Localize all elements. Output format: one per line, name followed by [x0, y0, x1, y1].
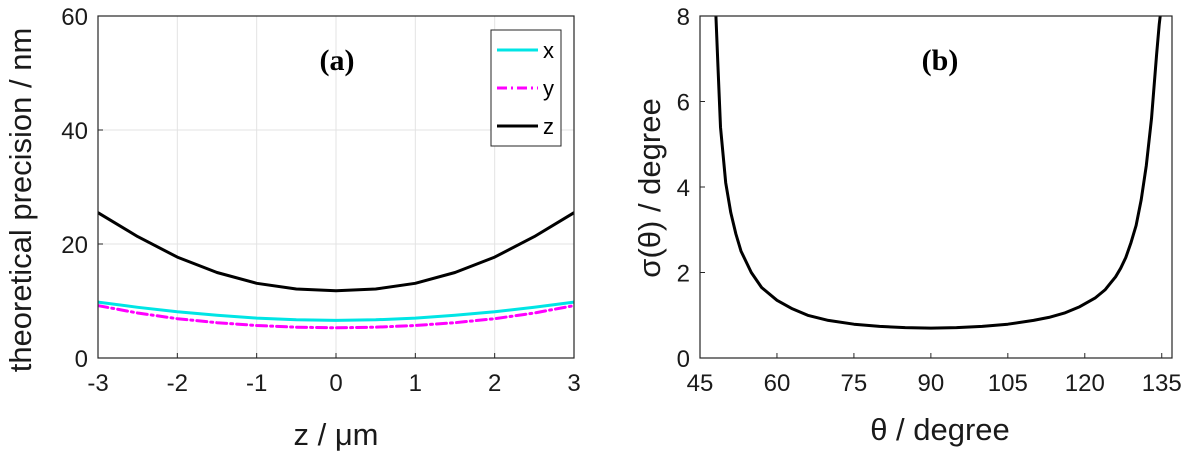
panel-b-x-axis-label: θ / degree	[870, 412, 1010, 447]
panel-b-label: (b)	[922, 44, 959, 77]
panel-a-x-axis-label: z / μm	[293, 417, 378, 452]
panel-a-y-axis-label: theoretical precision / nm	[3, 28, 38, 373]
panel-a-x-tick-label: 0	[329, 370, 342, 397]
panel-b-y-tick-label: 8	[677, 4, 690, 31]
panel-b-series	[714, 16, 1162, 330]
panel-b-y-tick-label: 0	[677, 346, 690, 373]
panel-b-ticks: 45 60 75 90 105 120 135 0 2 4 6 8	[677, 4, 1182, 397]
panel-a-x-tick-label: -3	[87, 370, 108, 397]
panel-a-y-tick-label: 40	[61, 118, 88, 145]
panel-a-y-tick-label: 20	[61, 232, 88, 259]
legend-label-x: x	[543, 38, 554, 63]
panel-a: -3 -2 -1 0 1 2 3 0 20 40 60 (a) x y z z / μm theor…	[3, 4, 581, 452]
panel-b-y-tick-label: 4	[677, 175, 690, 202]
panel-a-x-tick-label: 2	[488, 370, 501, 397]
panel-a-label: (a)	[320, 44, 355, 77]
panel-a-ticks: -3 -2 -1 0 1 2 3 0 20 40 60	[61, 4, 580, 397]
panel-b-x-tick-label: 75	[841, 370, 868, 397]
panel-b-x-tick-label: 60	[764, 370, 791, 397]
panel-b-y-tick-label: 6	[677, 90, 690, 117]
legend: x y z	[490, 29, 562, 147]
panel-b-y-tick-label: 2	[677, 261, 690, 288]
panel-a-x-tick-label: 3	[567, 370, 580, 397]
panel-a-series-line-y	[98, 304, 574, 330]
panel-a-series-line-x	[98, 300, 574, 322]
legend-label-y: y	[543, 76, 554, 101]
panel-b-x-tick-label: 120	[1065, 370, 1105, 397]
panel-b-series-line	[714, 16, 1162, 330]
panel-a-x-tick-label: -2	[167, 370, 188, 397]
panel-a-series	[98, 211, 574, 330]
panel-b-x-tick-label: 90	[918, 370, 945, 397]
panel-a-y-tick-label: 0	[75, 346, 88, 373]
panel-a-x-tick-label: -1	[246, 370, 267, 397]
panel-b-y-axis-label: σ(θ) / degree	[632, 98, 667, 277]
legend-label-z: z	[543, 114, 554, 139]
panel-b-x-tick-label: 135	[1142, 370, 1182, 397]
panel-b: 45 60 75 90 105 120 135 0 2 4 6 8 (b) θ / degree σ(…	[632, 4, 1182, 447]
panel-a-series-line-z	[98, 211, 574, 293]
panel-b-x-tick-label: 105	[988, 370, 1028, 397]
panel-a-y-tick-label: 60	[61, 4, 88, 31]
panel-a-x-tick-label: 1	[409, 370, 422, 397]
panel-b-x-tick-label: 45	[687, 370, 714, 397]
